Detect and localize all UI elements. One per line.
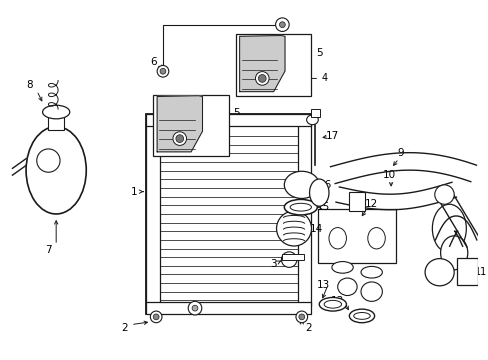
Circle shape	[255, 72, 268, 85]
Text: 12: 12	[365, 199, 378, 209]
Circle shape	[281, 252, 296, 267]
Ellipse shape	[26, 127, 86, 214]
Text: 14: 14	[309, 224, 322, 234]
Circle shape	[37, 149, 60, 172]
Circle shape	[279, 22, 285, 28]
Circle shape	[153, 314, 159, 320]
Text: 10: 10	[382, 170, 395, 180]
Polygon shape	[330, 153, 475, 184]
Polygon shape	[437, 190, 479, 247]
Text: 2: 2	[305, 323, 311, 333]
Ellipse shape	[424, 258, 453, 286]
Text: 4: 4	[322, 73, 327, 84]
Ellipse shape	[306, 115, 318, 125]
Polygon shape	[435, 216, 476, 246]
Circle shape	[160, 68, 165, 74]
Ellipse shape	[289, 203, 311, 211]
Circle shape	[150, 311, 162, 323]
Ellipse shape	[337, 278, 356, 296]
Text: 17: 17	[325, 131, 339, 141]
Ellipse shape	[360, 282, 382, 301]
Bar	[282, 254, 303, 260]
Bar	[146, 302, 311, 314]
Ellipse shape	[309, 179, 328, 206]
Text: 13: 13	[330, 296, 344, 306]
Ellipse shape	[328, 228, 346, 249]
Polygon shape	[335, 182, 455, 210]
Text: 13: 13	[316, 280, 329, 290]
Ellipse shape	[284, 199, 317, 215]
Ellipse shape	[319, 297, 346, 311]
Bar	[310, 109, 320, 117]
Circle shape	[176, 135, 183, 143]
Text: 5: 5	[315, 48, 322, 58]
Ellipse shape	[331, 262, 352, 273]
Text: 1: 1	[130, 186, 137, 197]
Circle shape	[188, 301, 202, 315]
Bar	[297, 122, 311, 306]
Text: 4: 4	[163, 139, 169, 148]
Circle shape	[276, 211, 311, 246]
Ellipse shape	[284, 171, 319, 198]
Ellipse shape	[348, 309, 374, 323]
Text: 16: 16	[318, 180, 331, 190]
Bar	[456, 258, 477, 285]
Ellipse shape	[353, 312, 369, 319]
Circle shape	[295, 311, 307, 323]
Ellipse shape	[360, 266, 382, 278]
Ellipse shape	[324, 300, 341, 308]
Bar	[348, 192, 364, 211]
Bar	[153, 95, 228, 156]
Text: 15: 15	[316, 202, 329, 212]
Text: 3: 3	[270, 260, 276, 270]
Text: 7: 7	[45, 245, 52, 255]
Text: 8: 8	[26, 80, 33, 90]
Circle shape	[192, 305, 198, 311]
Ellipse shape	[440, 236, 467, 270]
Circle shape	[434, 185, 453, 204]
Bar	[235, 34, 311, 95]
Text: 9: 9	[397, 148, 403, 158]
Ellipse shape	[367, 228, 385, 249]
Polygon shape	[157, 96, 202, 152]
Bar	[146, 114, 311, 126]
Polygon shape	[239, 36, 285, 92]
Text: 11: 11	[474, 267, 486, 277]
Text: 5: 5	[233, 108, 240, 118]
Circle shape	[298, 314, 304, 320]
Bar	[146, 122, 160, 306]
Circle shape	[275, 18, 288, 31]
Text: 2: 2	[121, 323, 127, 333]
Text: 6: 6	[150, 57, 156, 67]
Bar	[318, 209, 395, 262]
Circle shape	[258, 75, 265, 82]
Ellipse shape	[42, 105, 70, 119]
Ellipse shape	[431, 204, 466, 253]
Bar	[48, 116, 64, 130]
Bar	[146, 114, 311, 314]
Circle shape	[173, 132, 186, 145]
Circle shape	[157, 66, 168, 77]
